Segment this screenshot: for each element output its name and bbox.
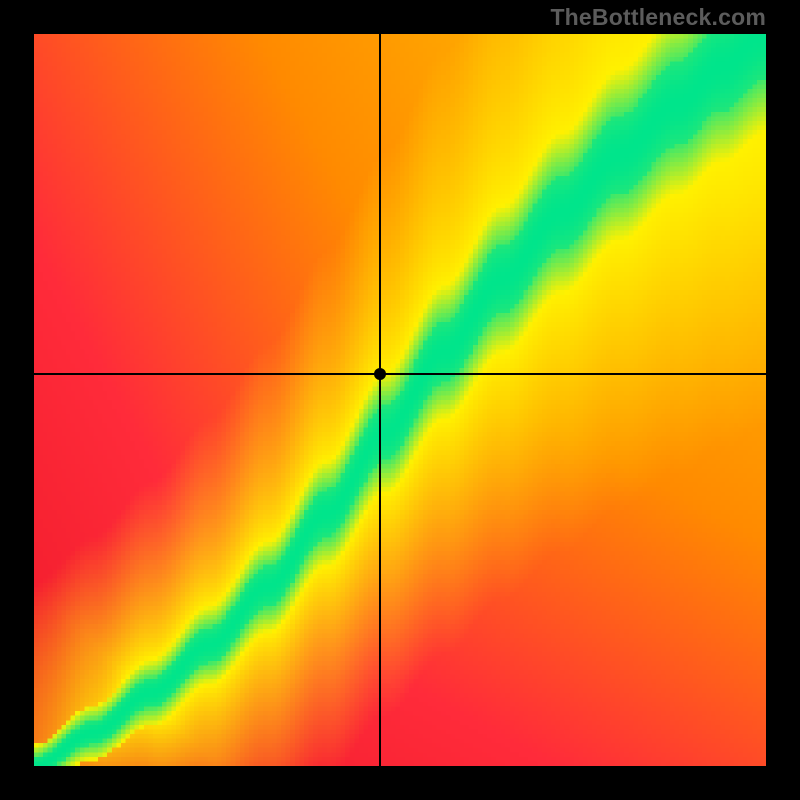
heatmap-canvas — [34, 34, 766, 766]
crosshair-vertical — [379, 34, 381, 766]
chart-stage: { "attribution": { "text": "TheBottlenec… — [0, 0, 800, 800]
attribution-text: TheBottleneck.com — [550, 4, 766, 31]
crosshair-horizontal — [34, 373, 766, 375]
data-point-marker — [374, 368, 386, 380]
